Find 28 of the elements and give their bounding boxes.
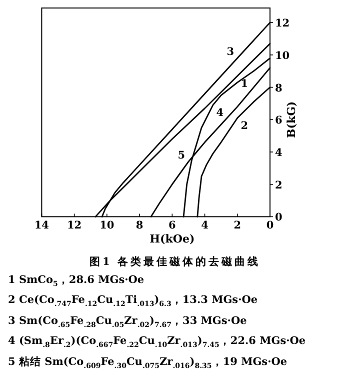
text: 5 粘结 Sm(Co$_{.609}$Fe$_{.30}$Cu$_{.075}$Zr$_{.016}$)$_{8.35}$，19 MGs·Oe bbox=[8, 356, 288, 370]
annotation: 5 bbox=[178, 150, 186, 162]
annotation: 1 bbox=[240, 78, 248, 90]
y-tick-label: 6 bbox=[275, 114, 282, 127]
x-tick-label: 0 bbox=[266, 220, 274, 232]
x-tick-label: 2 bbox=[234, 220, 242, 232]
x-tick-label: 4 bbox=[201, 220, 208, 232]
y-axis-title: B(kG) bbox=[285, 101, 298, 138]
text: 1 SmCo$_{5}$，28.6 MGs·Oe bbox=[8, 272, 146, 290]
annotation: 2 bbox=[240, 120, 248, 132]
x-tick-label: 12 bbox=[67, 220, 82, 232]
text: 图1 各类最佳磁体的去磁曲线 bbox=[88, 255, 262, 270]
y-tick-label: 4 bbox=[275, 146, 282, 159]
y-tick-label: 8 bbox=[275, 82, 282, 94]
y-tick-label: 0 bbox=[275, 212, 282, 224]
x-axis-title: H(kOe) bbox=[150, 232, 195, 246]
text: 4 (Sm$_{.8}$Er$_{.2}$)(Co$_{.667}$Fe$_{.22}$Cu$_{.10}$Zr$_{.013}$)$_{7.45}$，22.6 MGs·Oe bbox=[8, 335, 306, 350]
x-tick-label: 8 bbox=[136, 220, 144, 232]
text: 2 Ce(Co$_{.747}$Fe$_{.12}$Cu$_{.12}$Ti$_{.013}$)$_{6.3}$，13.3 MGs·Oe bbox=[8, 294, 258, 308]
x-tick-label: 10 bbox=[100, 220, 114, 232]
x-tick-label: 14 bbox=[34, 220, 50, 232]
annotation: 4 bbox=[216, 107, 224, 120]
y-tick-label: 12 bbox=[275, 18, 290, 30]
x-tick-label: 6 bbox=[168, 220, 176, 232]
y-tick-label: 2 bbox=[275, 179, 282, 192]
text: 3 Sm(Co$_{.65}$Fe$_{.28}$Cu$_{.05}$Zr$_{.02}$)$_{7.67}$，33 MGs·Oe bbox=[8, 314, 247, 329]
y-tick-label: 10 bbox=[275, 50, 290, 62]
annotation: 3 bbox=[226, 46, 234, 58]
